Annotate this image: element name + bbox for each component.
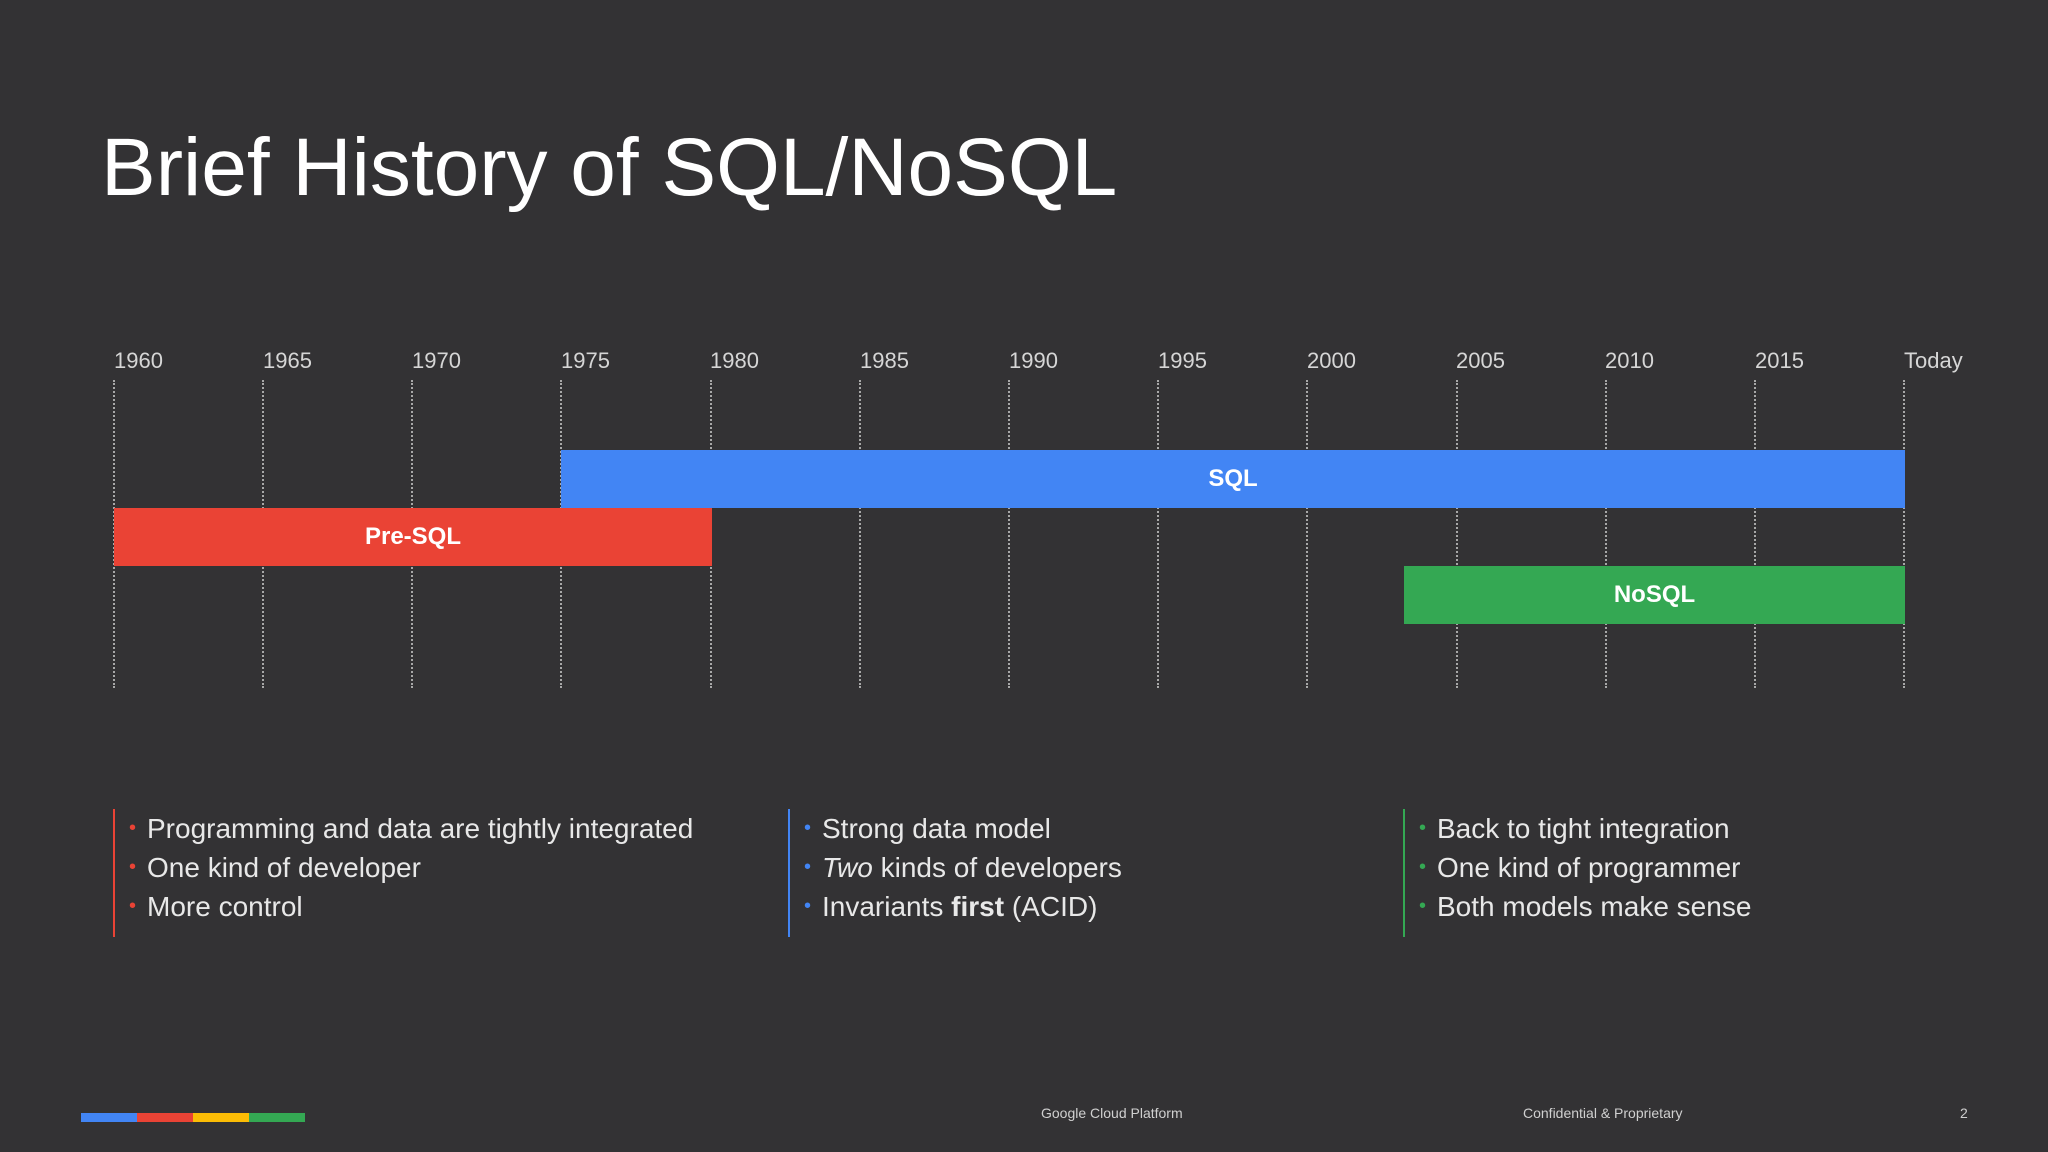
slide-title: Brief History of SQL/NoSQL: [101, 122, 1118, 213]
nosql-era-bar: NoSQL: [1404, 566, 1905, 624]
bullet-dot-icon: •: [129, 895, 137, 917]
nosql-notes: • Back to tight integration • One kind of …: [1403, 809, 1751, 937]
year-label-1985: 1985: [860, 348, 909, 373]
list-item: • Back to tight integration: [1419, 809, 1751, 848]
presql-era-bar: Pre-SQL: [114, 508, 712, 566]
sql-era-bar: SQL: [561, 450, 1905, 508]
footer-brand: Google Cloud Platform: [1041, 1105, 1183, 1121]
year-label-1995: 1995: [1158, 348, 1207, 373]
list-item: • Two kinds of developers: [804, 848, 1122, 887]
bullet-dot-icon: •: [804, 817, 812, 839]
bullet-dot-icon: •: [1419, 856, 1427, 878]
year-label-2015: 2015: [1755, 348, 1804, 373]
list-item: • Both models make sense: [1419, 887, 1751, 926]
year-label-1980: 1980: [710, 348, 759, 373]
page-number: 2: [1960, 1105, 1968, 1121]
bullet-dot-icon: •: [1419, 817, 1427, 839]
list-item: • More control: [129, 887, 693, 926]
bullet-dot-icon: •: [804, 856, 812, 878]
gridline-2005: [1456, 380, 1458, 688]
presql-era-label: Pre-SQL: [364, 523, 462, 550]
year-label-1965: 1965: [263, 348, 312, 373]
year-label-1960: 1960: [114, 348, 163, 373]
gridline-2000: [1306, 380, 1308, 688]
list-item: • Invariants first (ACID): [804, 887, 1122, 926]
year-label-2000: 2000: [1307, 348, 1356, 373]
list-item: • Programming and data are tightly integr…: [129, 809, 693, 848]
list-item: • One kind of programmer: [1419, 848, 1751, 887]
year-label-today: Today: [1904, 348, 1963, 373]
brand-color-bar: [81, 1113, 305, 1122]
year-label-1970: 1970: [412, 348, 461, 373]
bullet-dot-icon: •: [129, 817, 137, 839]
list-item: • Strong data model: [804, 809, 1122, 848]
year-label-2010: 2010: [1605, 348, 1654, 373]
year-label-2005: 2005: [1456, 348, 1505, 373]
bullet-dot-icon: •: [804, 895, 812, 917]
gridline-2010: [1605, 380, 1607, 688]
sql-notes: • Strong data model • Two kinds of develop…: [788, 809, 1122, 937]
presql-notes: • Programming and data are tightly integr…: [113, 809, 693, 937]
bullet-dot-icon: •: [129, 856, 137, 878]
footer-confidential: Confidential & Proprietary: [1523, 1105, 1683, 1121]
sql-era-label: SQL: [1208, 465, 1258, 492]
gridline-1990: [1008, 380, 1010, 688]
gridline-2015: [1754, 380, 1756, 688]
year-label-1990: 1990: [1009, 348, 1058, 373]
gridline-today: [1903, 380, 1905, 688]
year-label-1975: 1975: [561, 348, 610, 373]
gridline-1995: [1157, 380, 1159, 688]
list-item: • One kind of developer: [129, 848, 693, 887]
gridline-1985: [859, 380, 861, 688]
nosql-era-label: NoSQL: [1613, 581, 1696, 608]
bullet-dot-icon: •: [1419, 895, 1427, 917]
